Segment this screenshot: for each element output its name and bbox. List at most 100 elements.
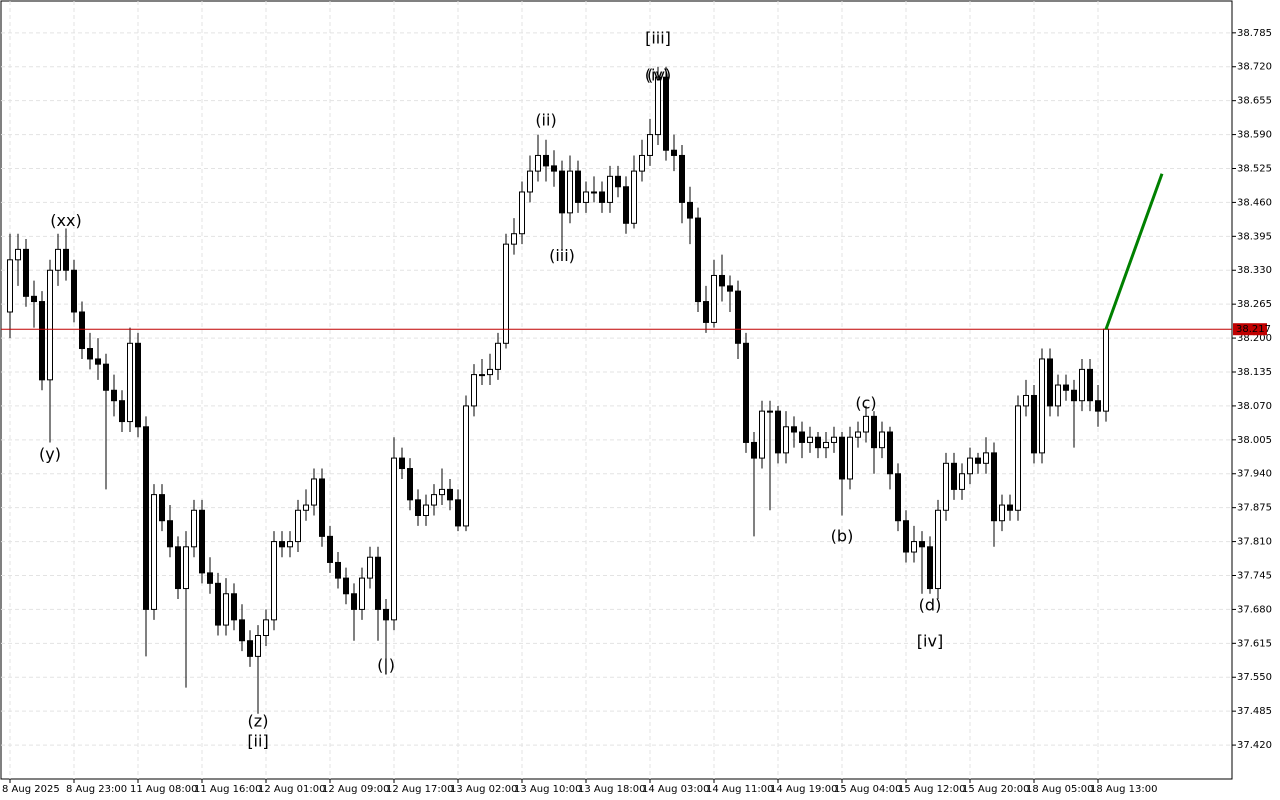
candle-body [407, 468, 413, 501]
candle-body [743, 342, 749, 443]
y-tick-label: 38.655 [1237, 96, 1272, 107]
y-tick-label: 38.590 [1237, 130, 1272, 141]
wave-label: (b) [831, 526, 854, 545]
y-tick-label: 37.550 [1237, 672, 1272, 683]
wave-label: (iii) [549, 246, 575, 265]
candle-body [871, 415, 877, 449]
candle-body [271, 541, 277, 621]
candle-body [519, 191, 525, 235]
x-tick-label: 13 Aug 02:00 [450, 784, 517, 795]
candle-body [855, 431, 861, 438]
candle-body [911, 541, 917, 553]
candle-body [135, 342, 141, 428]
candle-body [895, 473, 901, 522]
candle-body [943, 462, 949, 511]
candle-body [87, 348, 93, 360]
candle-body [455, 499, 461, 527]
candle-body [663, 76, 669, 151]
x-tick-label: 13 Aug 10:00 [514, 784, 581, 795]
candle-body [487, 368, 493, 376]
candle-body [255, 635, 261, 657]
candle-body [567, 170, 573, 214]
candle-body [343, 577, 349, 595]
y-tick-label: 37.680 [1237, 604, 1272, 615]
candle-body [63, 248, 69, 271]
candle-body [967, 457, 973, 475]
candle-body [983, 452, 989, 464]
candle-body [591, 191, 597, 194]
candle-body [527, 170, 533, 193]
candle-body [1007, 504, 1013, 511]
candle-body [103, 363, 109, 391]
candle-body [231, 593, 237, 621]
candle-body [119, 400, 125, 423]
candle-body [807, 436, 813, 443]
last-price-label: 38.217 [1236, 324, 1271, 335]
candle-body [351, 593, 357, 610]
candle-body [951, 462, 957, 490]
candle-body [199, 509, 205, 574]
candle-body [319, 478, 325, 537]
candle-body [623, 186, 629, 224]
y-tick-label: 38.135 [1237, 367, 1272, 378]
candle-body [215, 582, 221, 626]
candle-body [839, 436, 845, 480]
y-tick-label: 37.420 [1237, 740, 1272, 751]
wave-label: [iii] [645, 29, 671, 48]
candle-body [1031, 394, 1037, 454]
candle-body [991, 452, 997, 522]
candle-body [719, 274, 725, 287]
candle-body [495, 342, 501, 370]
candle-body [111, 389, 117, 402]
candle-body [959, 473, 965, 490]
candle-body [927, 546, 933, 590]
wave-label: (ii) [535, 111, 556, 130]
candle-body [823, 441, 829, 449]
candle-body [919, 541, 925, 548]
candle-body [767, 410, 773, 413]
candle-body [639, 154, 645, 172]
candle-body [447, 488, 453, 501]
candle-body [391, 457, 397, 621]
candle-body [543, 154, 549, 167]
candle-body [279, 541, 285, 548]
candle-body [1047, 358, 1053, 407]
candle-body [79, 311, 85, 350]
candle-body [831, 436, 837, 443]
candle-body [607, 175, 613, 203]
candle-body [935, 509, 941, 590]
candle-body [55, 248, 61, 271]
candle-body [431, 494, 437, 506]
candle-body [887, 431, 893, 475]
candle-body [1071, 389, 1077, 402]
x-tick-label: 12 Aug 09:00 [322, 784, 389, 795]
y-tick-label: 38.330 [1237, 265, 1272, 276]
y-tick-label: 38.005 [1237, 435, 1272, 446]
candle-body [599, 191, 605, 203]
candle-body [1095, 400, 1101, 412]
candle-body [791, 426, 797, 433]
candle-body [375, 556, 381, 610]
candle-body [1087, 368, 1093, 402]
candle-body [463, 405, 469, 527]
candle-body [223, 593, 229, 626]
candle-body [207, 572, 213, 584]
candle-body [151, 494, 157, 610]
candle-body [503, 243, 509, 344]
candle-body [671, 149, 677, 156]
candle-body [847, 436, 853, 480]
y-tick-label: 37.745 [1237, 570, 1272, 581]
candle-body [551, 165, 557, 172]
projection-line [1104, 173, 1164, 330]
candle-body [783, 426, 789, 454]
x-tick-label: 8 Aug 2025 [2, 784, 60, 795]
x-tick-label: 15 Aug 20:00 [962, 784, 1029, 795]
candle-body [575, 170, 581, 203]
candle-body [191, 509, 197, 548]
candle-body [439, 488, 445, 496]
candle-body [71, 269, 77, 313]
candle-body [775, 410, 781, 454]
x-tick-label: 12 Aug 01:00 [258, 784, 325, 795]
x-tick-label: 15 Aug 04:00 [834, 784, 901, 795]
candle-body [535, 154, 541, 172]
